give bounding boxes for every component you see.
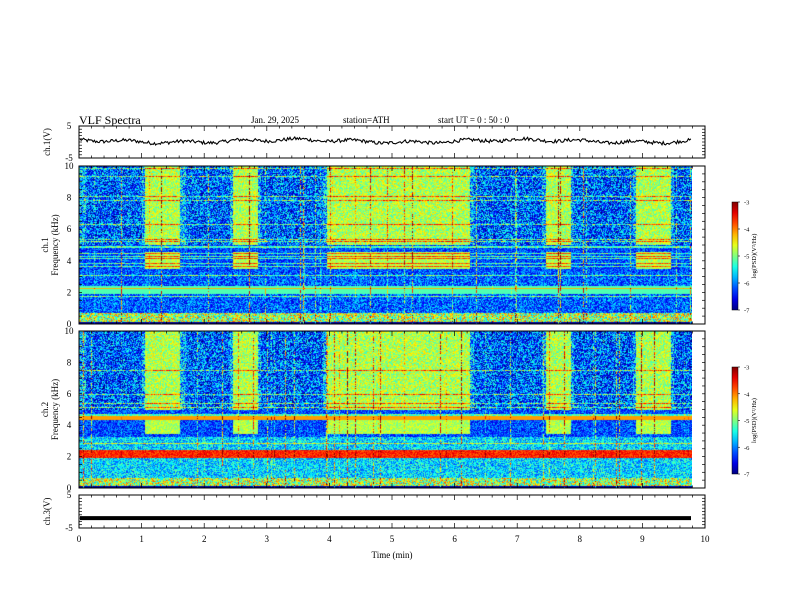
colorbar-ch2 [731,366,739,475]
y-tick-label-10: 10 [65,326,75,336]
colorbar-tick-label--3: -3 [744,200,749,207]
colorbar-tick-label--6: -6 [744,281,750,288]
y-tick-label-4: 4 [67,420,72,430]
station-label: station=ATH [343,115,390,125]
colorbar-tick-label--5: -5 [744,418,749,425]
y-tick-label-8: 8 [67,357,72,367]
spectrogram-image-ch2 [79,331,692,488]
colorbar-ch1 [731,201,739,311]
y-tick-label-5: 5 [67,121,72,131]
y-tick-label-4: 4 [67,256,72,266]
x-tick-label-1: 1 [139,534,144,544]
colorbar-tick-label--5: -5 [744,254,749,261]
colorbar-tick-label--7: -7 [744,472,750,479]
y-tick-label-0: 0 [67,319,72,329]
colorbar-tick-label--7: -7 [744,308,750,315]
x-tick-label-4: 4 [327,534,332,544]
colorbar-tick-label--3: -3 [744,365,749,372]
spectrogram-image-ch1 [79,166,692,324]
y-tick-label-6: 6 [67,389,72,399]
x-tick-label-7: 7 [515,534,520,544]
colorbar-label-ch1: log(PSD)(V²/Hz) [751,234,758,279]
x-tick-label-9: 9 [640,534,645,544]
y-tick-label-5: 5 [67,490,72,500]
y-tick-label-10: 10 [65,161,75,171]
x-tick-label-2: 2 [202,534,207,544]
x-axis-label: Time (min) [372,550,413,560]
x-tick-label-6: 6 [452,534,457,544]
y-tick-label-8: 8 [67,193,72,203]
chart-title: VLF Spectra [79,113,141,127]
colorbar-label-ch2: log(PSD)(V²/Hz) [751,398,758,443]
date-label: Jan. 29, 2025 [251,115,299,125]
ch1-frequency-ylabel: ch.1Frequency (kHz) [40,214,60,275]
x-tick-label-8: 8 [578,534,583,544]
colorbar-tick-label--4: -4 [744,391,750,398]
y-tick-label-2: 2 [67,452,72,462]
start-time-label: start UT = 0 : 50 : 0 [438,115,510,125]
y-tick-label--5: -5 [65,523,73,533]
x-tick-label-5: 5 [390,534,395,544]
ch3-voltage-ylabel: ch.3(V) [42,498,52,526]
x-tick-label-3: 3 [265,534,270,544]
x-tick-label-10: 10 [701,534,711,544]
x-tick-label-0: 0 [77,534,82,544]
colorbar-tick-label--4: -4 [744,227,750,234]
ch2-frequency-ylabel: ch.2Frequency (kHz) [40,379,60,440]
ch1-voltage-ylabel: ch.1(V) [42,128,52,156]
y-tick-label-6: 6 [67,224,72,234]
y-tick-label-2: 2 [67,287,72,297]
colorbar-tick-label--6: -6 [744,445,750,452]
ch1-voltage-trace [79,136,692,147]
y-tick-label--5: -5 [65,153,73,163]
y-tick-label-0: 0 [67,483,72,493]
